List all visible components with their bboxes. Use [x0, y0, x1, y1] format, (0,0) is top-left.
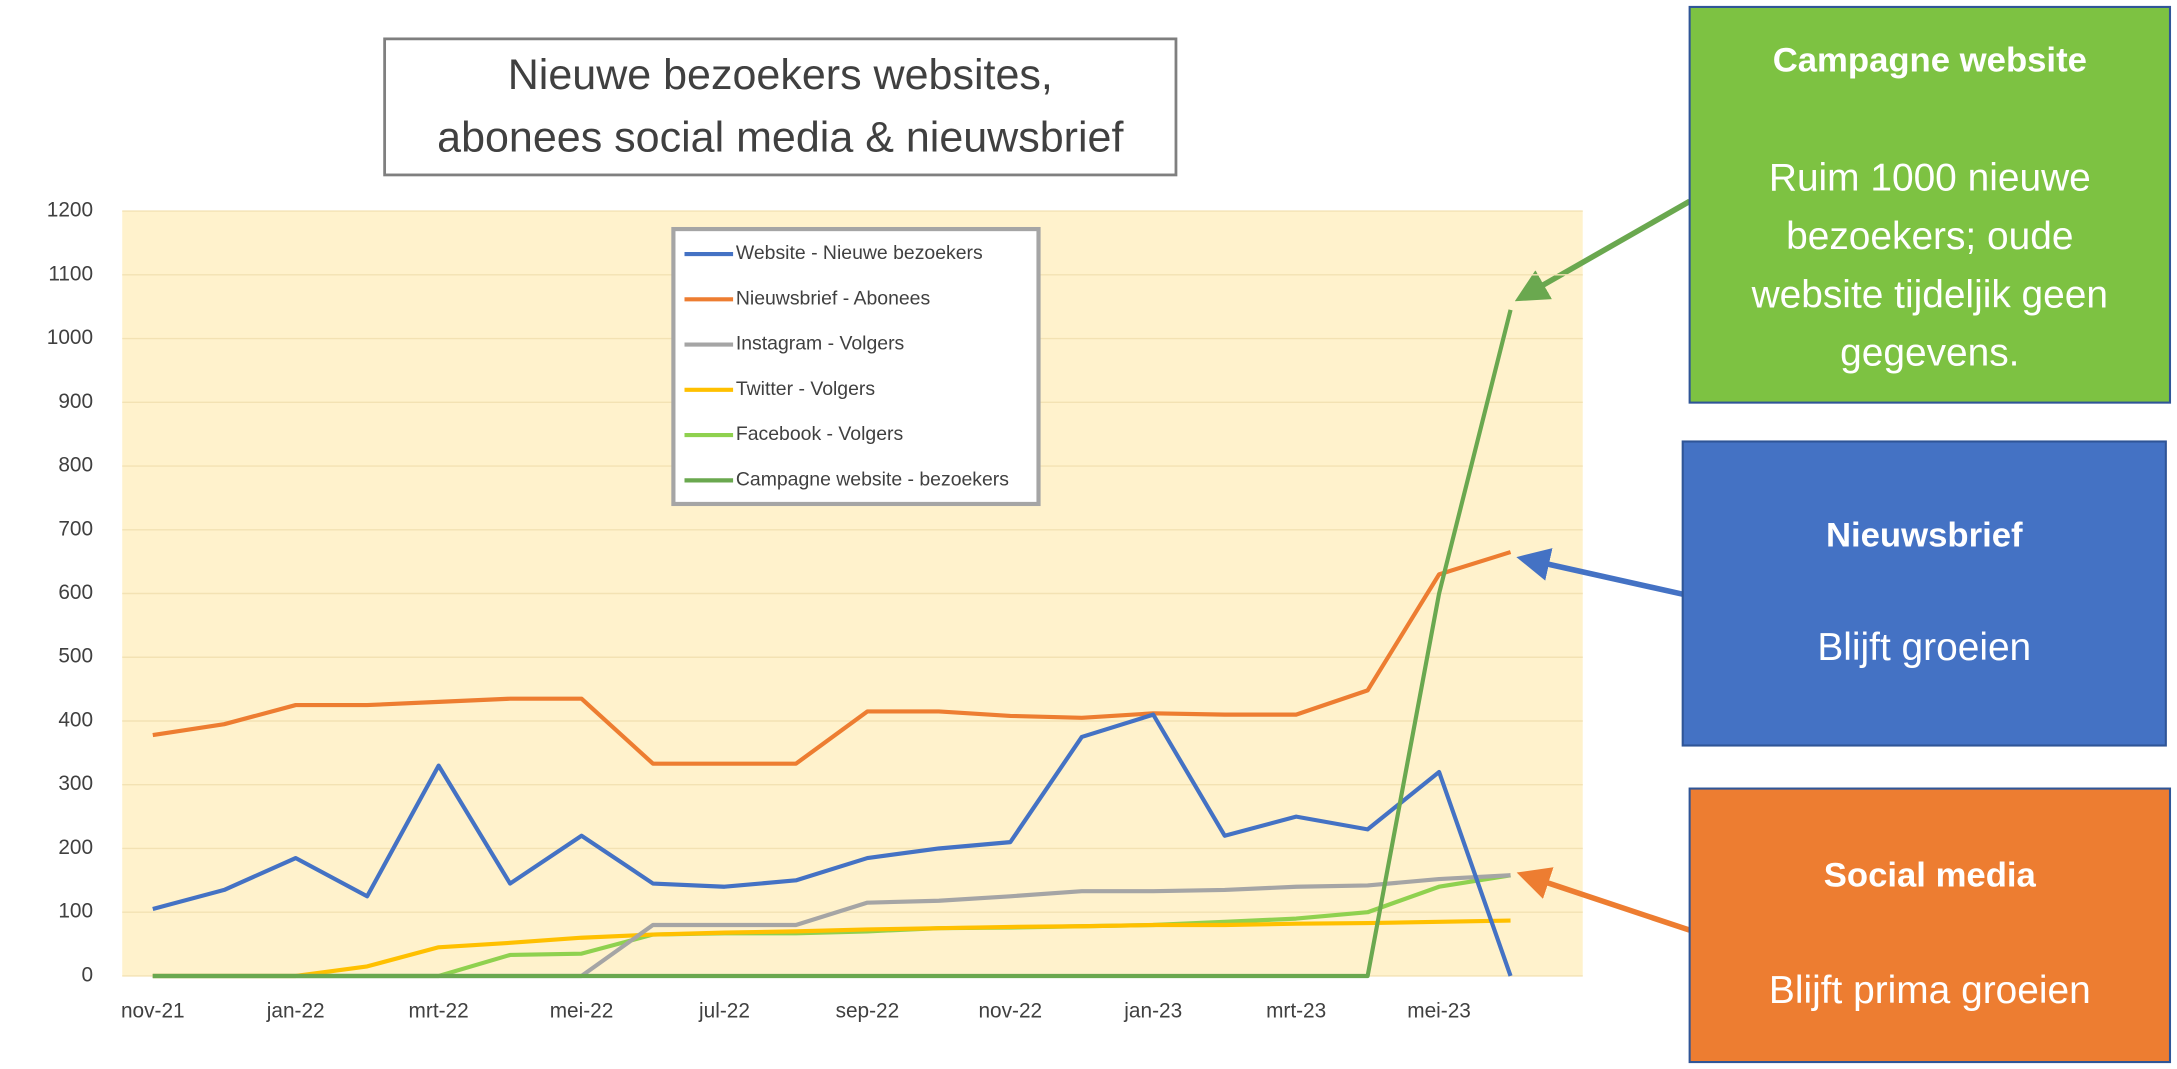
- x-tick-label: mei-23: [1407, 1000, 1471, 1023]
- x-tick-label: mrt-22: [409, 1000, 469, 1023]
- y-tick-label: 200: [58, 836, 93, 859]
- y-tick-label: 700: [58, 517, 93, 540]
- annotation-text: website tijdeljik geen: [1751, 273, 2108, 316]
- x-tick-label: jan-23: [1123, 1000, 1182, 1023]
- y-tick-label: 500: [58, 645, 93, 668]
- series-line: [152, 712, 1513, 977]
- arrow: [1514, 198, 1692, 302]
- annotation-title: Nieuwsbrief: [1826, 516, 2023, 554]
- x-tick-label: nov-22: [978, 1000, 1042, 1023]
- x-tick-label: nov-21: [121, 1000, 185, 1023]
- y-tick-label: 100: [58, 900, 93, 923]
- y-tick-label: 600: [58, 581, 93, 604]
- series-line: [152, 918, 1511, 979]
- y-tick-label: 400: [58, 708, 93, 731]
- annotation-text: Blijft groeien: [1817, 626, 2031, 669]
- legend-label: Website - Nieuwe bezoekers: [736, 242, 983, 264]
- annotation-text: gegevens.: [1840, 332, 2019, 375]
- annotation-title: Campagne website: [1773, 42, 2087, 80]
- series-line: [152, 550, 1512, 766]
- y-tick-label: 800: [58, 454, 93, 477]
- series-line: [152, 309, 1513, 979]
- legend-label: Facebook - Volgers: [736, 423, 904, 445]
- annotation-box: [1688, 5, 2172, 404]
- chart-title: Nieuwe bezoekers websites,: [508, 51, 1053, 99]
- legend-label: Twitter - Volgers: [736, 378, 876, 400]
- arrow: [1516, 548, 1684, 597]
- arrow: [1516, 867, 1691, 933]
- annotation-text: bezoekers; oude: [1786, 215, 2073, 258]
- annotation-box: [1681, 440, 2167, 747]
- chart-title: abonees social media & nieuwsbrief: [437, 114, 1124, 162]
- x-tick-label: mrt-23: [1266, 1000, 1326, 1023]
- x-tick-label: jan-22: [266, 1000, 325, 1023]
- x-tick-label: mei-22: [550, 1000, 614, 1023]
- x-tick-label: jul-22: [698, 1000, 750, 1023]
- title-box: [383, 37, 1178, 177]
- legend-label: Nieuwsbrief - Abonees: [736, 287, 931, 309]
- legend-label: Instagram - Volgers: [736, 333, 905, 355]
- y-tick-label: 0: [82, 963, 94, 986]
- y-tick-label: 1000: [47, 326, 93, 349]
- y-tick-label: 1100: [48, 262, 93, 285]
- y-tick-label: 300: [58, 772, 93, 795]
- annotation-text: Ruim 1000 nieuwe: [1769, 157, 2091, 200]
- annotation-title: Social media: [1824, 857, 2037, 895]
- x-tick-label: sep-22: [836, 1000, 900, 1023]
- y-tick-label: 1200: [47, 199, 93, 222]
- annotation-box: [1688, 787, 2172, 1064]
- legend-label: Campagne website - bezoekers: [736, 468, 1009, 490]
- legend-box: [671, 226, 1041, 507]
- y-tick-label: 900: [58, 390, 93, 413]
- annotation-text: Blijft prima groeien: [1769, 969, 2091, 1012]
